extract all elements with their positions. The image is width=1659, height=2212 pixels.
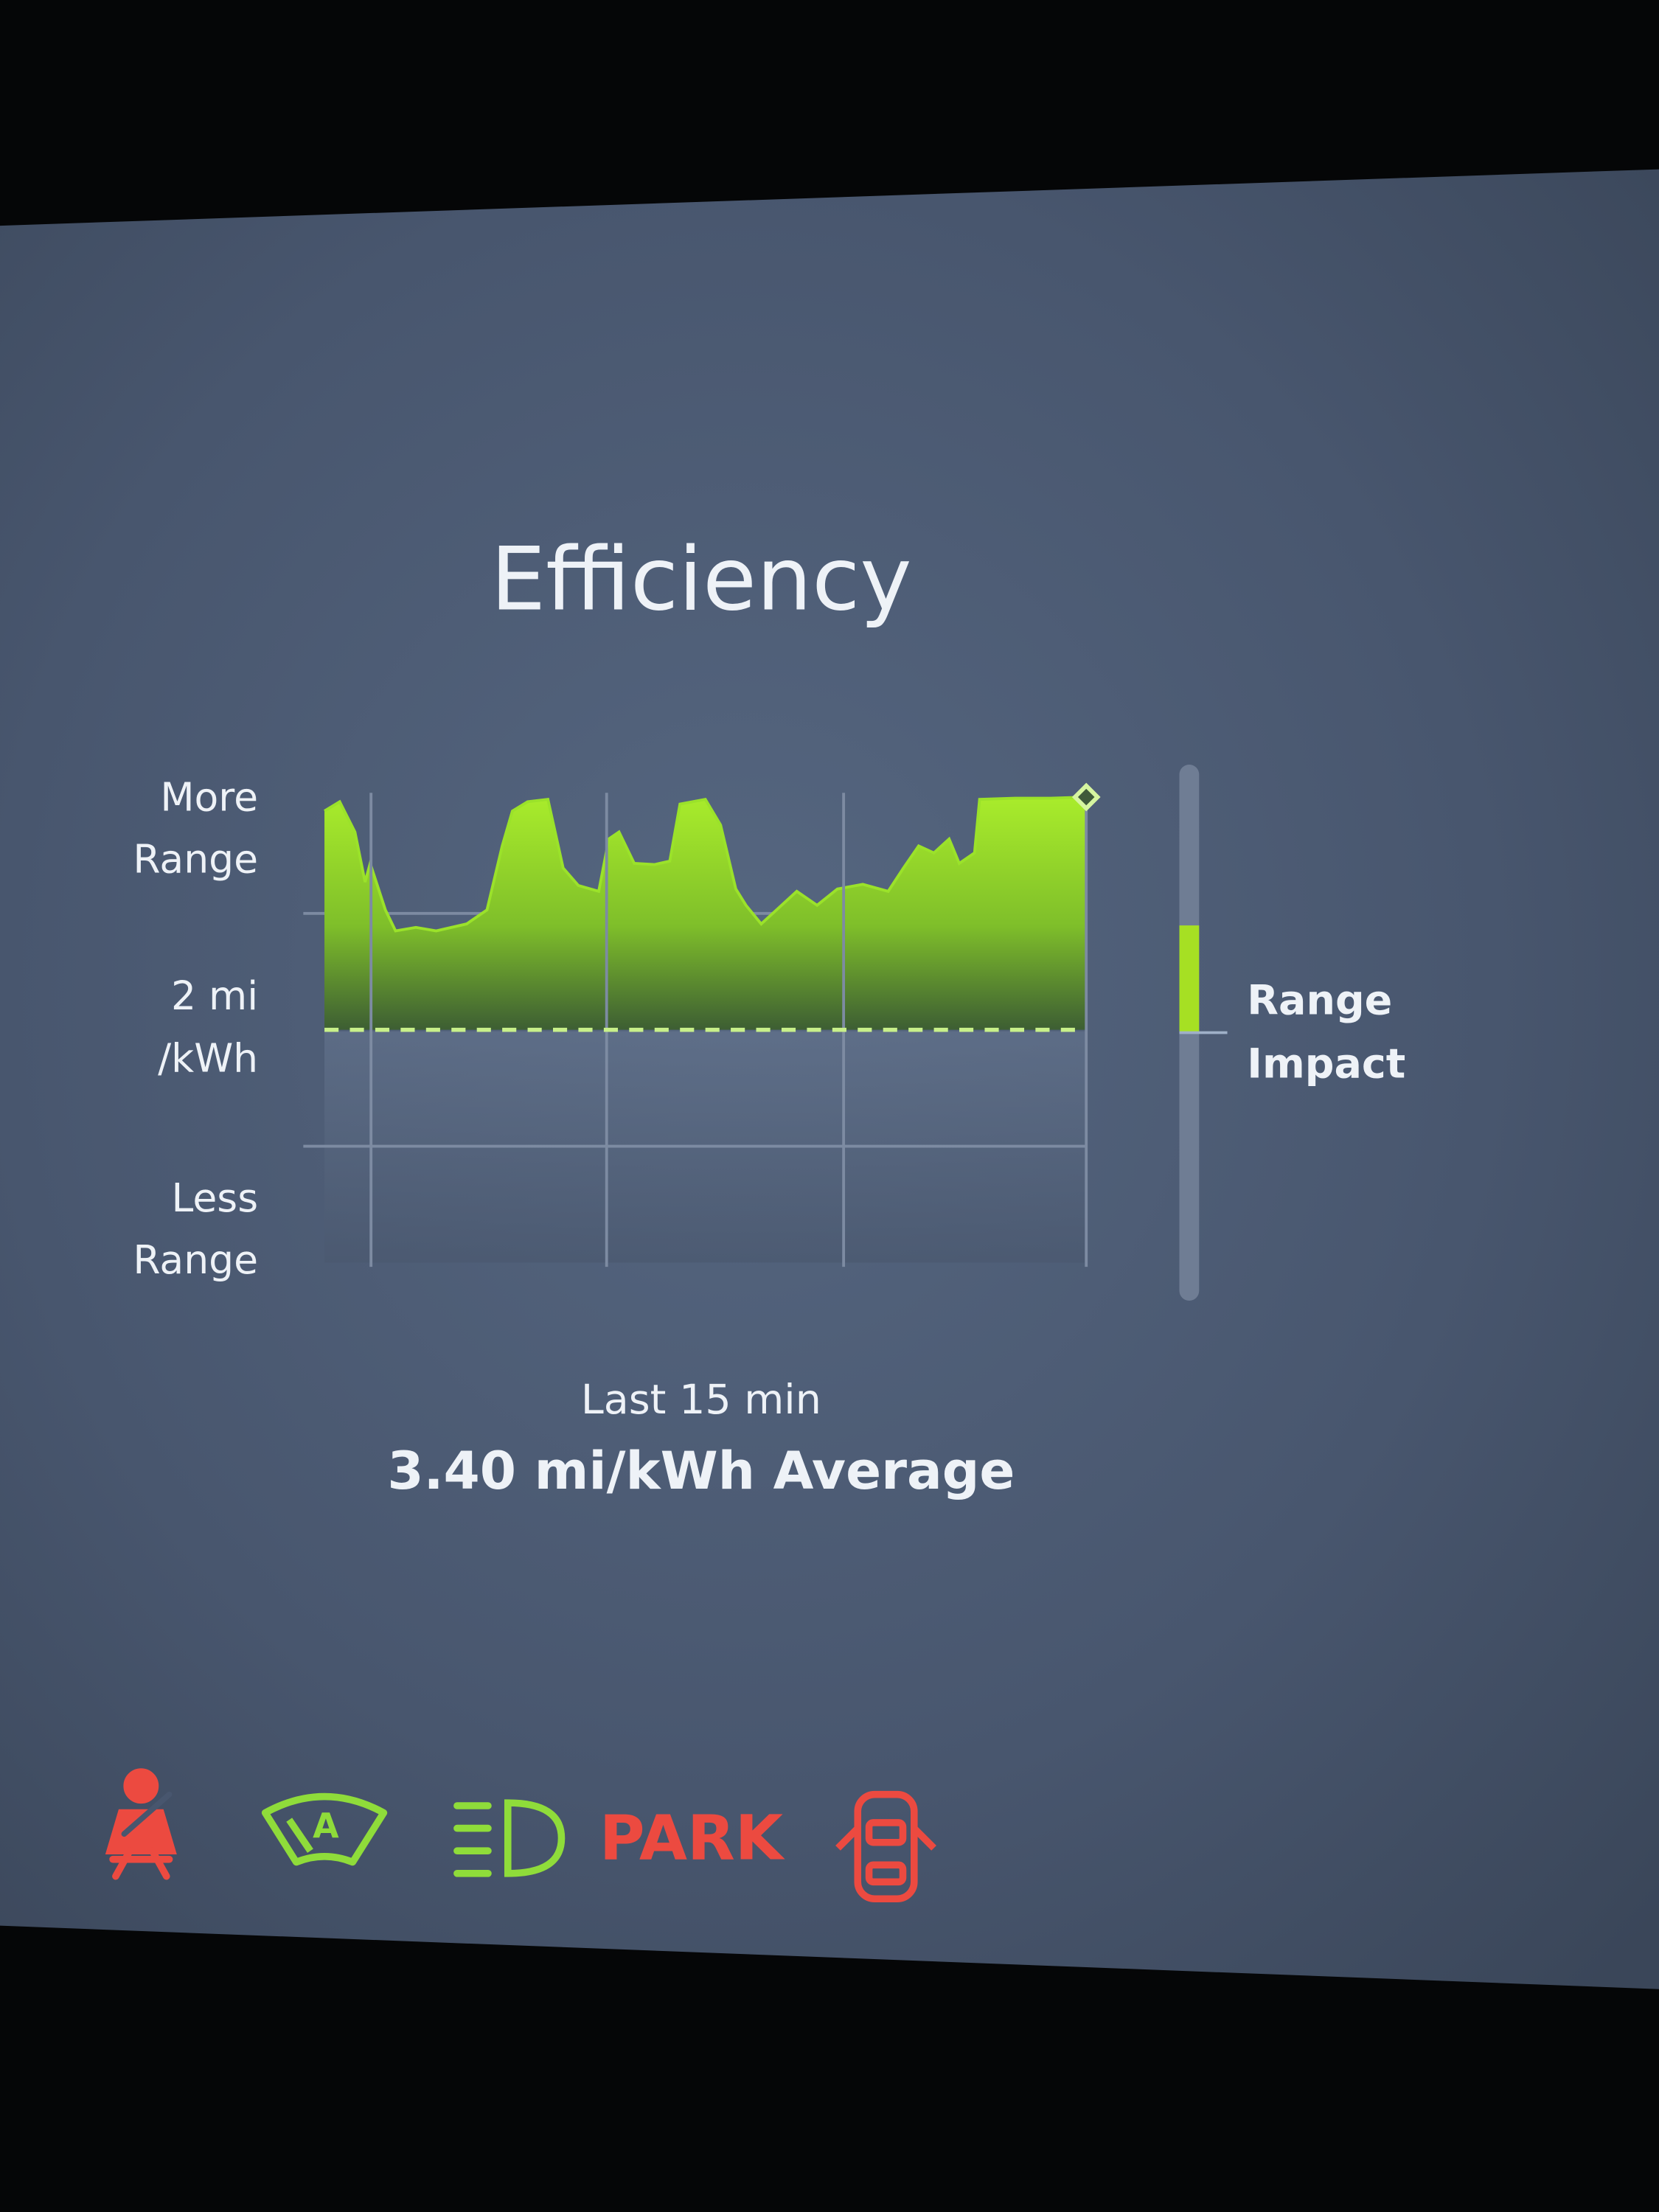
park-indicator: PARK: [599, 1802, 785, 1874]
range-impact-label: Impact: [1247, 1041, 1405, 1088]
seatbelt-icon: [105, 1768, 177, 1880]
wiper-icon: [261, 1792, 388, 1866]
less-range-label: Range: [133, 1237, 258, 1283]
efficiency-area: [324, 796, 1087, 1030]
range-impact-label: Range: [1247, 977, 1392, 1024]
current-point: [1071, 782, 1101, 812]
reference-label: /kWh: [158, 1034, 258, 1081]
headlight-icon: [453, 1799, 566, 1877]
efficiency-line: [324, 796, 1087, 933]
average-label: 3.40 mi/kWh Average: [387, 1440, 1015, 1501]
more-range-label: Range: [133, 836, 258, 883]
wiper-auto-label: A: [313, 1806, 339, 1846]
less-range-label: Less: [171, 1175, 258, 1221]
door-open-icon: [835, 1790, 936, 1903]
more-range-label: More: [160, 773, 258, 820]
period-label: Last 15 min: [581, 1377, 821, 1424]
range-impact-bar: [1179, 925, 1200, 1033]
title: Efficiency: [490, 529, 911, 630]
plot: [303, 796, 1087, 1263]
reference-label: 2 mi: [171, 973, 258, 1019]
